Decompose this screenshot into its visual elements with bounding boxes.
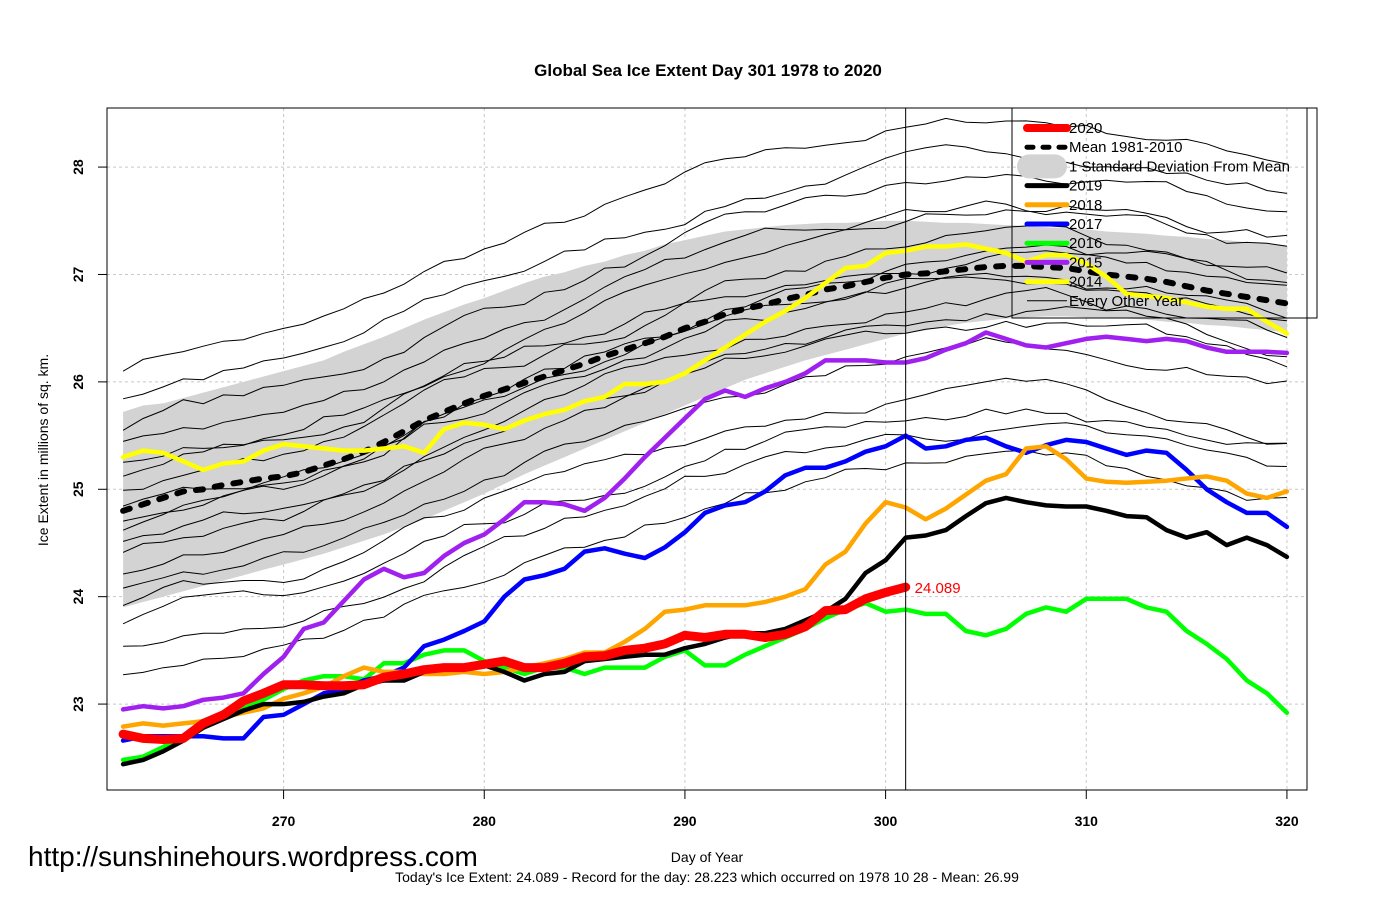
x-tick-label: 280 bbox=[473, 813, 497, 829]
legend-label: 2020 bbox=[1069, 120, 1102, 137]
other-year-line bbox=[122, 286, 1288, 542]
y-axis-label: Ice Extent in millions of sq. km. bbox=[35, 354, 51, 546]
legend-label: 2019 bbox=[1069, 178, 1102, 195]
other-year-line bbox=[122, 377, 1287, 606]
x-axis-label: Day of Year bbox=[671, 849, 744, 865]
series-line-2019 bbox=[120, 495, 1290, 767]
legend-item: 2020 bbox=[1023, 120, 1102, 137]
y-tick-label: 25 bbox=[70, 481, 86, 497]
std-band bbox=[123, 220, 1287, 608]
other-year-line bbox=[123, 320, 1288, 575]
legend-item: Every Other Year bbox=[1027, 293, 1183, 310]
x-tick-label: 310 bbox=[1075, 813, 1099, 829]
y-tick-label: 27 bbox=[70, 266, 86, 282]
y-axis: 23 24 25 26 27 28 bbox=[70, 159, 107, 712]
other-year-line bbox=[122, 225, 1288, 477]
other-year-line bbox=[123, 250, 1287, 491]
legend-item: 1 Standard Deviation From Mean bbox=[1017, 154, 1290, 179]
plot-border bbox=[106, 107, 1308, 791]
series-line-2015 bbox=[120, 330, 1290, 712]
x-tick-label: 270 bbox=[272, 813, 296, 829]
legend-item: 2015 bbox=[1024, 254, 1102, 271]
legend-label: 1 Standard Deviation From Mean bbox=[1069, 158, 1290, 175]
x-axis: 270 280 290 300 310 320 bbox=[272, 790, 1299, 829]
legend-label: Mean 1981-2010 bbox=[1069, 139, 1182, 156]
other-year-line bbox=[122, 173, 1287, 431]
mean-line bbox=[120, 262, 1290, 514]
legend-item: 2017 bbox=[1024, 216, 1102, 233]
other-year-line bbox=[122, 408, 1287, 625]
legend-item: 2016 bbox=[1024, 235, 1102, 252]
other-year-line bbox=[123, 450, 1287, 676]
other-year-line bbox=[123, 200, 1287, 463]
legend-item: Mean 1981-2010 bbox=[1024, 139, 1182, 156]
other-year-line bbox=[122, 205, 1287, 442]
footer-summary: Today's Ice Extent: 24.089 - Record for … bbox=[395, 869, 1019, 885]
other-year-line bbox=[122, 117, 1287, 372]
other-year-line bbox=[122, 144, 1287, 400]
series-lines bbox=[118, 242, 1290, 767]
legend-label: 2018 bbox=[1069, 197, 1102, 214]
legend-item: 2014 bbox=[1024, 274, 1102, 291]
chart-title: Global Sea Ice Extent Day 301 1978 to 20… bbox=[534, 61, 882, 80]
legend-label: 2017 bbox=[1069, 216, 1102, 233]
legend: 2020 Mean 1981-2010 1 Standard Deviation F… bbox=[1011, 107, 1318, 319]
watermark-url: http://sunshinehours.wordpress.com bbox=[28, 841, 478, 872]
x-tick-label: 290 bbox=[673, 813, 697, 829]
series-line-2016 bbox=[120, 596, 1290, 763]
other-year-line bbox=[123, 422, 1287, 647]
legend-item: 2019 bbox=[1024, 178, 1102, 195]
legend-box bbox=[1011, 107, 1318, 319]
legend-label: 2016 bbox=[1069, 235, 1102, 252]
series-line-2020 bbox=[118, 582, 911, 744]
legend-label: Every Other Year bbox=[1069, 293, 1183, 310]
x-tick-label: 320 bbox=[1275, 813, 1299, 829]
legend-label: 2015 bbox=[1069, 254, 1102, 271]
y-tick-label: 28 bbox=[70, 159, 86, 175]
legend-item: 2018 bbox=[1024, 197, 1102, 214]
y-tick-label: 26 bbox=[70, 374, 86, 390]
y-tick-label: 23 bbox=[70, 696, 86, 712]
x-tick-label: 300 bbox=[874, 813, 898, 829]
other-year-line bbox=[122, 272, 1288, 531]
y-tick-label: 24 bbox=[70, 589, 86, 605]
legend-label: 2014 bbox=[1069, 274, 1102, 291]
current-value-label: 24.089 bbox=[915, 580, 961, 597]
legend-swatch bbox=[1017, 154, 1067, 179]
series-line-2014 bbox=[120, 242, 1290, 473]
